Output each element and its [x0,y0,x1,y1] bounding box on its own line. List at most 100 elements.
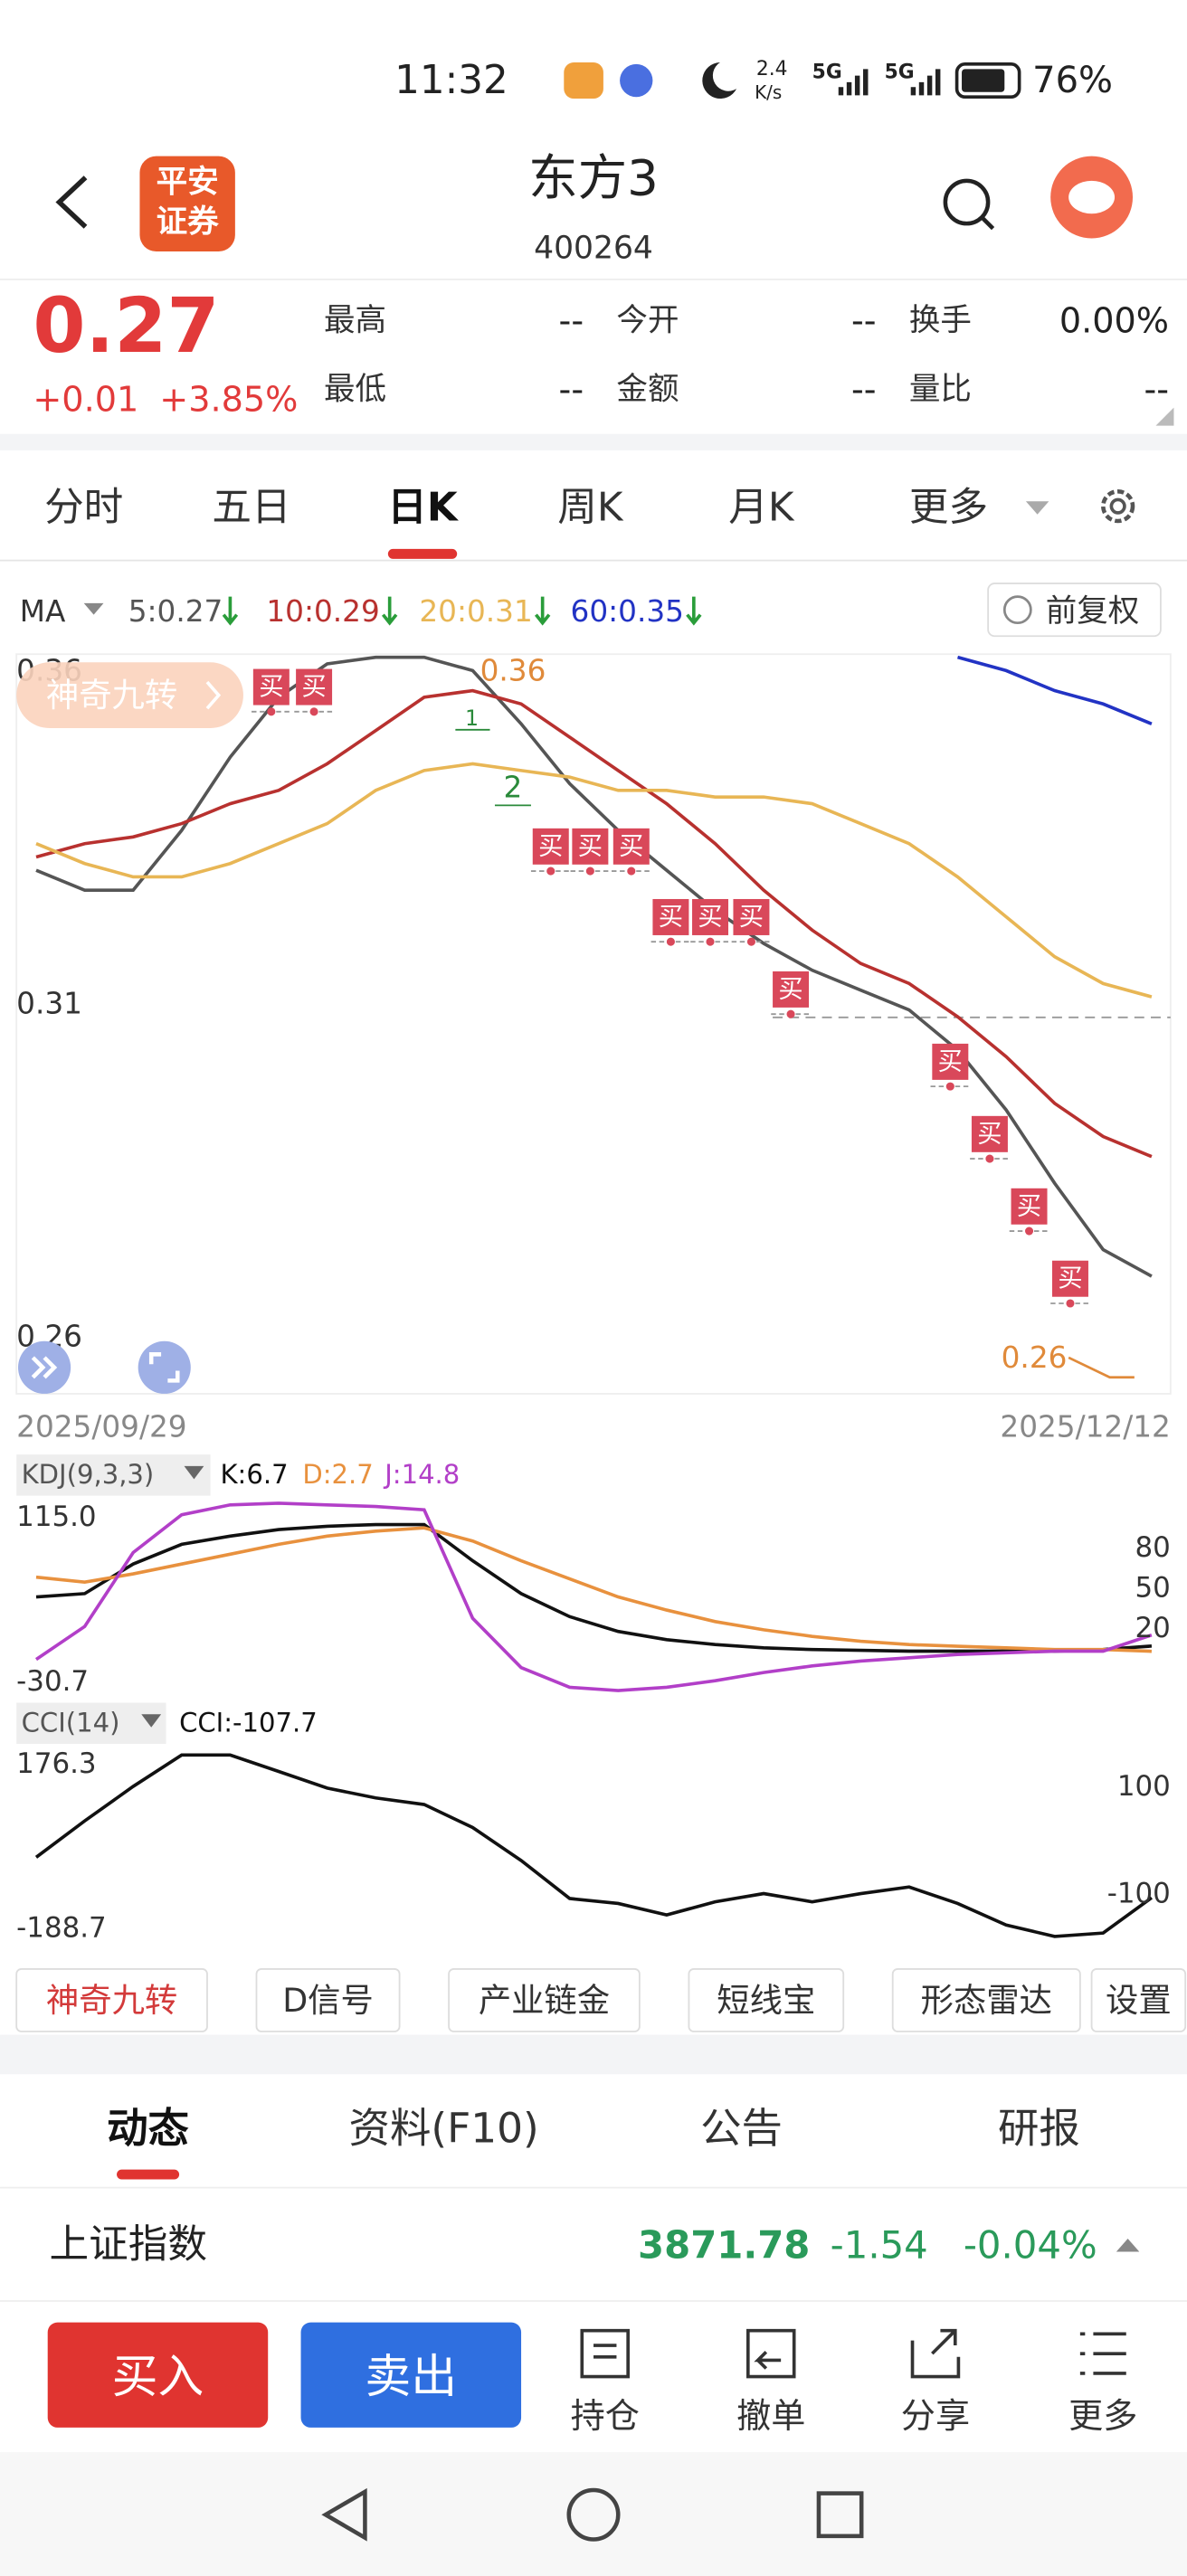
battery-percent: 76% [1032,60,1113,101]
buy-marker [652,898,689,935]
nav-bar [0,2452,1187,2576]
signal [838,69,869,96]
period-tab[interactable]: 周K [557,485,624,530]
clock: 11:32 [394,58,508,103]
logo-text: 平安 [157,165,219,201]
toolbar-icon[interactable] [1079,2332,1126,2375]
signal [910,69,941,96]
tool-tab-label: 形态雷达 [921,1981,1052,2020]
tool-tab[interactable] [255,1968,401,2032]
field-value: -- [559,370,584,410]
expand-icon [31,1356,58,1379]
legend-entry: D:2.7 [302,1459,373,1490]
index-name: 上证指数 [50,2222,207,2268]
buy-marker [252,668,290,706]
settings-button[interactable] [1101,489,1135,524]
buy-label: 买 [538,832,563,860]
buy-label: 买 [1017,1192,1041,1220]
toolbar-label: 撤单 [736,2396,805,2436]
field-value: -- [1144,370,1169,410]
legend-entry: K:6.7 [221,1459,289,1490]
net-speed: 2.4 [756,58,788,80]
status-bar: 11:32 2.4 K/s 5G 5G 76% [394,58,1113,103]
buy-marker [1011,1188,1048,1225]
section-tabs: 动态 资料(F10) 公告 研报 [107,2105,1080,2180]
nine-turn-badge[interactable] [16,662,243,728]
ma-label: MA [20,594,66,629]
buy-dot [666,937,675,946]
y-tick-label: 0.31 [16,986,82,1020]
tool-tab[interactable] [448,1968,641,2032]
search-button[interactable] [943,178,991,226]
nine-turn-count: 2 [504,770,523,804]
tool-tab[interactable] [15,1968,208,2032]
tool-tab-label: 产业链金 [479,1981,610,2020]
buy-marker [612,828,650,865]
section-tab[interactable]: 研报 [998,2105,1080,2153]
buy-dot [985,1154,994,1163]
back-button[interactable] [55,175,88,229]
buy-dot [627,867,636,876]
section-tab[interactable]: 动态 [107,2105,189,2153]
tool-tab[interactable] [688,1968,845,2032]
ma-dropdown[interactable] [83,602,104,615]
min-label: 0.26 [1002,1340,1068,1375]
toolbar-icon[interactable] [910,2328,961,2379]
stock-name: 东方3 [528,148,659,206]
series-line [957,655,1153,725]
buy-dot [1066,1299,1075,1308]
indicator-selector[interactable] [16,1702,166,1744]
section-tab[interactable]: 公告 [700,2105,783,2153]
nav-back[interactable] [321,2487,367,2542]
index-change-pct: -0.04% [964,2223,1097,2268]
legend-entry: 60:0.35 [571,594,684,629]
price: 0.27 [33,281,219,370]
field-label: 最低 [324,372,386,408]
buy-button[interactable] [47,2322,269,2428]
kdj-panel: 115.0 -30.7 80 50 20 K:6.7 D:2.7 J:14.8 [16,1459,1171,1698]
series-line [35,688,1153,1159]
tool-tab-label: 神奇九转 [46,1981,177,2020]
fullscreen-button[interactable] [138,1340,191,1394]
buy-dot [786,1009,795,1018]
buy-marker [733,898,770,935]
nav-recent[interactable] [816,2491,864,2539]
toolbar-icon[interactable] [745,2328,796,2379]
field-value: -- [851,370,877,410]
range-label: -30.7 [16,1665,89,1698]
tool-tab[interactable] [891,1968,1081,2032]
series-line [35,762,1153,999]
max-label: 0.36 [480,653,546,687]
field-value: -- [851,300,877,340]
period-tab[interactable]: 分时 [44,485,123,530]
toolbar-icon[interactable] [580,2328,630,2379]
index-expand[interactable] [1116,2238,1140,2252]
y-tick-label: 100 [1117,1770,1171,1803]
indicator-name: CCI(14) [22,1707,120,1738]
indicator-dropdown [141,1714,162,1728]
quote-fields: 最高 -- 今开 -- 换手 0.00% 最低 -- 金额 -- 量比 -- [324,300,1169,409]
nav-home[interactable] [566,2487,621,2542]
period-tab[interactable]: 日K [387,485,460,530]
network: 5G [812,61,842,83]
trend-arrow [686,596,702,626]
section-tab[interactable]: 资料(F10) [349,2105,539,2153]
tool-tab-label: 设置 [1106,1981,1172,2020]
tool-tab[interactable] [1090,1968,1187,2032]
trend-arrow [381,596,398,626]
toolbar-label: 分享 [901,2396,970,2436]
sell-button[interactable] [300,2322,522,2428]
indicator-selector[interactable] [16,1454,211,1496]
period-tab[interactable]: 月K [728,485,795,530]
battery [954,62,1021,99]
y-tick-label: 50 [1135,1572,1171,1605]
y-tick-label: 20 [1135,1612,1171,1644]
adjust-button[interactable] [987,582,1162,638]
period-tab[interactable]: 更多 [909,485,988,530]
index-value: 3871.78 [638,2223,810,2268]
legend-entry: 20:0.31 [419,594,532,629]
period-tab[interactable]: 五日 [212,485,290,530]
buy-dot [546,867,556,876]
